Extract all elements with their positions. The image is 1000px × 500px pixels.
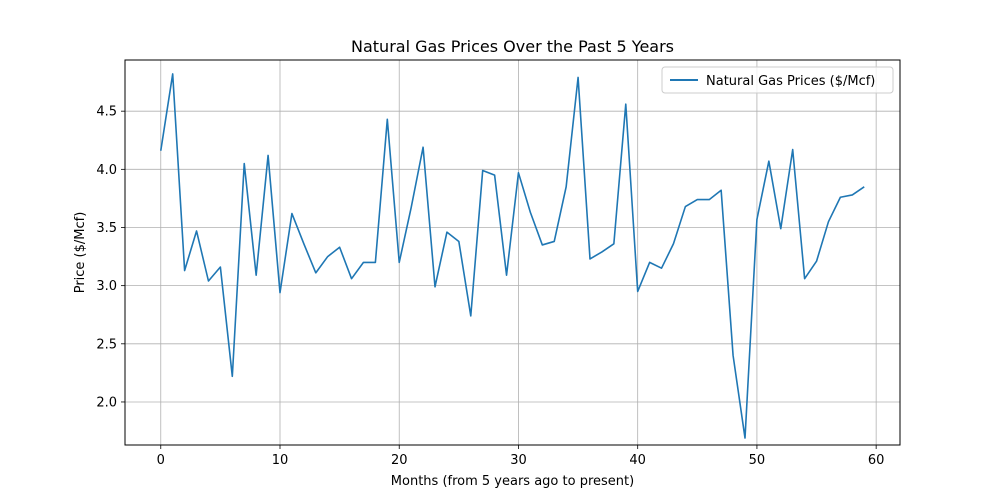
legend-label: Natural Gas Prices ($/Mcf) — [706, 74, 875, 89]
x-tick-label: 0 — [157, 453, 165, 468]
legend-box — [661, 66, 894, 94]
y-tick-label: 2.5 — [96, 337, 117, 352]
plot-frame — [124, 59, 901, 446]
y-tick-label: 3.5 — [96, 221, 117, 236]
chart-title: Natural Gas Prices Over the Past 5 Years — [351, 37, 674, 56]
y-tick-label: 2.0 — [96, 395, 117, 410]
y-axis-label: Price ($/Mcf) — [73, 212, 88, 294]
x-axis-ticks: 0 10 20 30 40 50 60 — [157, 445, 885, 468]
series-layer — [159, 73, 865, 439]
gridlines — [125, 60, 900, 445]
x-tick-label: 10 — [272, 453, 289, 468]
series-line — [159, 73, 865, 439]
x-tick-label: 40 — [629, 453, 646, 468]
x-tick-label: 30 — [510, 453, 527, 468]
x-tick-label: 50 — [749, 453, 766, 468]
x-axis-label: Months (from 5 years ago to present) — [391, 474, 634, 489]
y-axis-ticks: 2.0 2.5 3.0 3.5 4.0 4.5 — [96, 105, 125, 410]
legend: Natural Gas Prices ($/Mcf) — [661, 66, 894, 94]
x-tick-label: 60 — [868, 453, 885, 468]
y-tick-label: 3.0 — [96, 279, 117, 294]
y-tick-label: 4.5 — [96, 105, 117, 120]
y-tick-label: 4.0 — [96, 163, 117, 178]
x-tick-label: 20 — [391, 453, 408, 468]
